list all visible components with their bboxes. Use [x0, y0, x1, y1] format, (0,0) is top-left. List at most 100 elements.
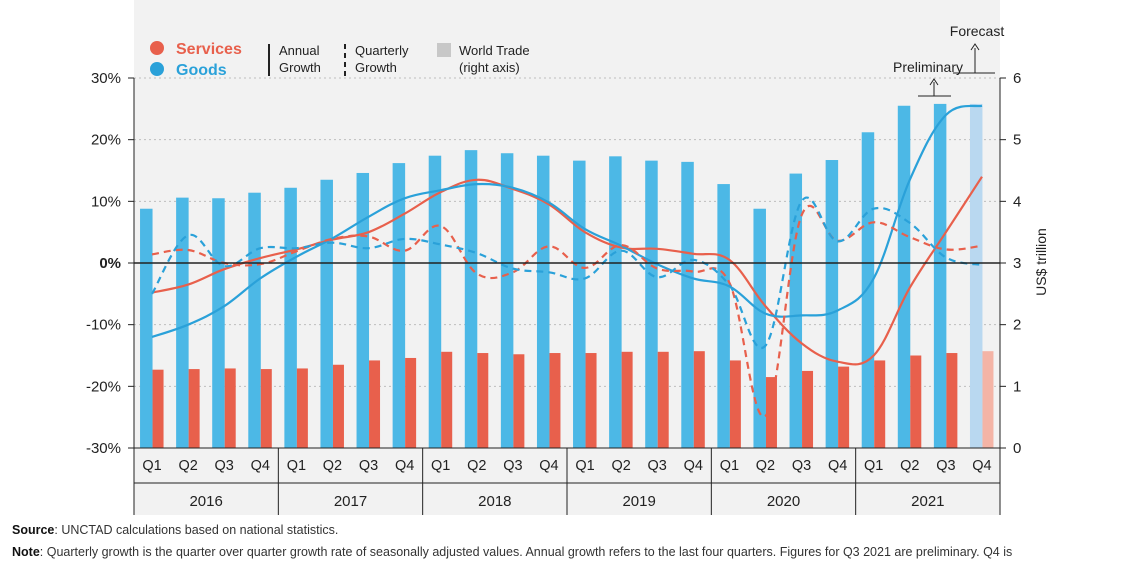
quarter-label: Q1	[720, 458, 739, 474]
services-bar	[405, 357, 417, 448]
goods-bar	[536, 155, 550, 448]
quarter-label: Q4	[684, 458, 703, 474]
services-bar	[910, 355, 922, 448]
source-text: : UNCTAD calculations based on national …	[54, 523, 339, 537]
source-note: Source: UNCTAD calculations based on nat…	[12, 522, 338, 538]
quarter-label: Q4	[539, 458, 558, 474]
right-axis-title: US$ trillion	[1033, 228, 1049, 296]
goods-bar	[176, 197, 189, 448]
goods-bar	[284, 187, 297, 448]
forecast-arrow-head	[970, 43, 980, 51]
legend-world-trade-swatch	[437, 43, 451, 57]
services-bar	[369, 360, 381, 448]
left-tick-label: 10%	[91, 193, 121, 210]
goods-bar	[320, 179, 333, 448]
goods-bar	[969, 103, 983, 449]
note-text: : Quarterly growth is the quarter over q…	[39, 545, 1013, 559]
left-tick-label: -20%	[86, 378, 121, 395]
chart-container: 30% 20% 10% 0% -10% -20% -30% 6 5 4 3 2 1 0 Q1 Q2 Q3 Q4 Q…	[86, 0, 1049, 515]
quarter-label: Q3	[215, 458, 234, 474]
services-bar	[296, 368, 308, 448]
year-label: 2018	[478, 493, 511, 510]
services-bar	[332, 364, 344, 448]
services-bar	[224, 368, 236, 448]
services-annual-growth-line	[151, 176, 983, 366]
preliminary-label: Preliminary	[893, 59, 963, 75]
services-bar	[152, 369, 164, 448]
goods-bar	[897, 105, 911, 448]
quarter-label: Q2	[900, 458, 919, 474]
year-label: 2020	[767, 493, 800, 510]
quarter-label: Q3	[503, 458, 522, 474]
left-tick-label: -10%	[86, 317, 121, 334]
grid	[134, 77, 1000, 387]
quarter-label: Q3	[792, 458, 811, 474]
year-label: 2017	[334, 493, 367, 510]
annotations: Forecast Preliminary	[893, 23, 1005, 97]
quarter-label: Q2	[756, 458, 775, 474]
quarter-label: Q2	[467, 458, 486, 474]
quarter-label: Q3	[936, 458, 955, 474]
services-bar	[765, 377, 777, 448]
right-tick-label: 0	[1013, 440, 1021, 457]
note: Note: Quarterly growth is the quarter ov…	[12, 544, 1012, 560]
right-tick-label: 1	[1013, 378, 1021, 395]
quarter-label: Q2	[611, 458, 630, 474]
legend-world-trade-label-2: (right axis)	[459, 60, 520, 75]
quarter-label: Q1	[575, 458, 594, 474]
legend-world-trade-label-1: World Trade	[459, 43, 530, 58]
legend-services-label: Services	[176, 41, 242, 58]
goods-bar	[500, 153, 514, 448]
right-tick-label: 2	[1013, 317, 1021, 334]
services-bar	[657, 351, 669, 448]
services-bar	[802, 370, 814, 448]
bars	[140, 103, 994, 449]
legend-services-marker	[150, 41, 164, 55]
lines	[151, 104, 983, 418]
legend-quarterly-label-2: Growth	[355, 60, 397, 75]
goods-bar	[573, 160, 586, 448]
goods-bar	[464, 150, 478, 448]
goods-bar	[717, 184, 730, 449]
goods-bar	[645, 160, 658, 448]
quarter-label: Q4	[828, 458, 847, 474]
goods-bar	[753, 208, 766, 448]
quarter-label: Q1	[431, 458, 450, 474]
left-tick-label: -30%	[86, 440, 121, 457]
services-bar	[188, 369, 200, 448]
left-tick-label: 0%	[99, 255, 121, 272]
quarter-label: Q3	[359, 458, 378, 474]
services-bar	[946, 353, 958, 448]
preliminary-arrow-head	[929, 78, 939, 86]
legend-annual-label-2: Growth	[279, 60, 321, 75]
goods-bar	[428, 155, 442, 448]
services-bar	[838, 366, 850, 448]
services-bar	[260, 369, 272, 448]
goods-bar	[140, 208, 153, 448]
goods-bar	[392, 163, 406, 448]
year-label: 2019	[622, 493, 655, 510]
left-tick-label: 30%	[91, 70, 121, 87]
services-bar	[585, 353, 597, 448]
services-bar	[693, 351, 705, 448]
source-label: Source	[12, 523, 55, 537]
goods-annual-growth-line	[151, 104, 983, 339]
year-label: 2021	[911, 493, 944, 510]
right-tick-label: 4	[1013, 193, 1021, 210]
right-tick-label: 5	[1013, 132, 1021, 149]
axes: 30% 20% 10% 0% -10% -20% -30% 6 5 4 3 2 1 0	[86, 70, 1021, 457]
x-axis: Q1 Q2 Q3 Q4 Q1 Q2 Q3 Q4 Q1 Q2 Q3 Q4 Q1 Q2 Q3 Q4 Q1 Q2 Q3 Q4…	[133, 447, 1001, 515]
forecast-label: Forecast	[950, 23, 1005, 39]
quarter-label: Q2	[178, 458, 197, 474]
legend: Services Goods Annual Growth Quarterly G…	[150, 41, 530, 79]
services-bar	[982, 351, 994, 448]
goods-bar	[825, 160, 839, 448]
left-tick-label: 20%	[91, 132, 121, 149]
quarter-label: Q1	[287, 458, 306, 474]
legend-goods-label: Goods	[176, 62, 227, 79]
goods-bar	[248, 192, 261, 448]
goods-bar	[933, 103, 947, 449]
goods-bar	[609, 156, 622, 449]
services-bar	[549, 353, 561, 448]
